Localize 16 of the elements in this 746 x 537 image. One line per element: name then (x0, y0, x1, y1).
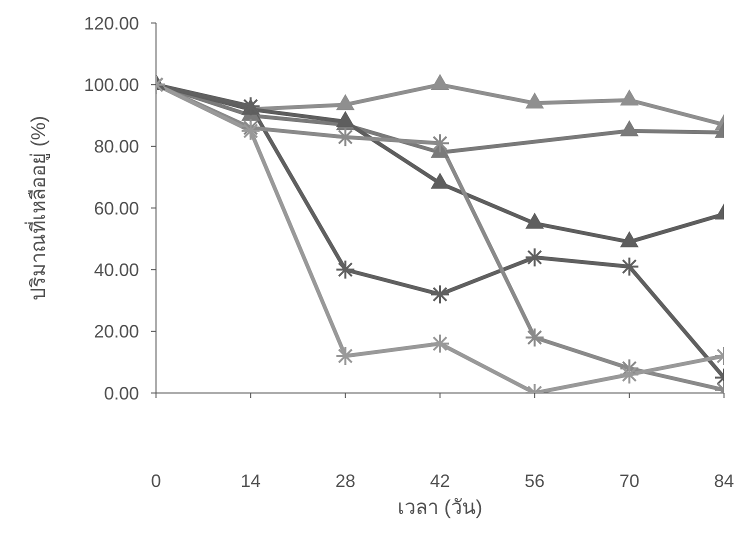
y-tick-label: 100.00 (84, 75, 139, 96)
x-tick-label: 14 (240, 470, 261, 491)
x-tick-label: 42 (430, 470, 450, 491)
y-tick-label: 80.00 (94, 136, 139, 157)
y-axis-title: ปริมาณที่เหลืออยู่ (%) (24, 116, 52, 300)
x-tick-label: 28 (335, 470, 356, 491)
x-axis-title: เวลา (วัน) (398, 497, 482, 519)
y-tick-label: 60.00 (94, 198, 139, 218)
x-tick-label: 0 (150, 470, 162, 491)
y-tick-label: 40.00 (94, 260, 139, 280)
y-tick-label: 0.00 (104, 383, 139, 404)
y-tick-label: 120.00 (84, 13, 139, 34)
y-tick-label: 20.00 (94, 322, 139, 342)
x-tick-label: 70 (619, 470, 640, 491)
x-tick-label: 84 (714, 470, 734, 491)
x-tick-label: 56 (524, 470, 545, 491)
